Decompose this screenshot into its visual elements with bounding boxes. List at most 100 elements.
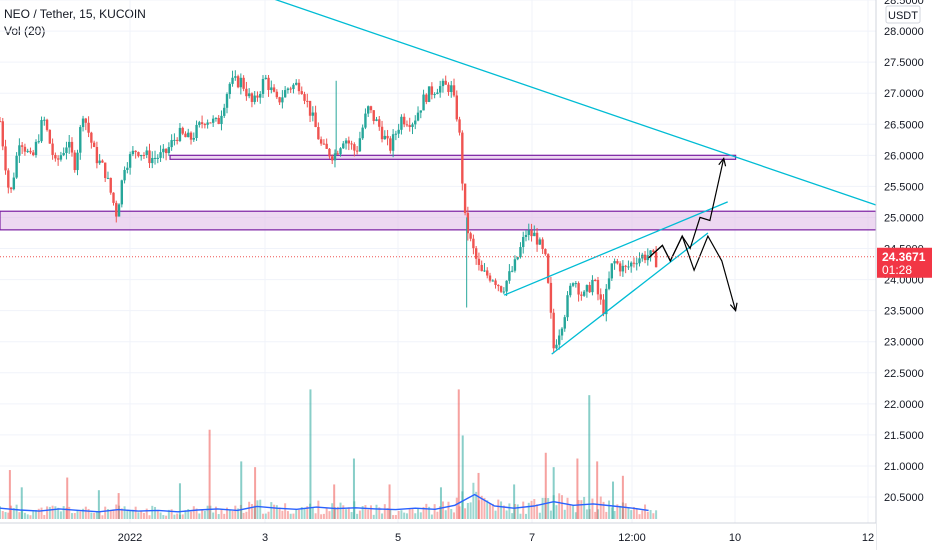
time-axis[interactable]: 2022 3 5 7 12:00 10 12 bbox=[0, 522, 876, 550]
volume-bar bbox=[441, 501, 444, 519]
volume-bar bbox=[12, 508, 15, 519]
volume-bar bbox=[68, 506, 71, 519]
candle-body bbox=[339, 148, 342, 155]
candle-body bbox=[472, 238, 475, 249]
volume-bar bbox=[428, 506, 431, 519]
volume-bar bbox=[284, 503, 287, 519]
volume-bar bbox=[417, 507, 420, 519]
candle-body bbox=[264, 77, 267, 79]
volume-bar bbox=[120, 508, 123, 519]
volume-bar bbox=[392, 515, 395, 519]
candle-body bbox=[20, 145, 24, 147]
candle-body bbox=[15, 155, 18, 178]
candle-body bbox=[286, 88, 290, 91]
candle-body bbox=[480, 264, 483, 272]
candle-body bbox=[322, 143, 326, 145]
candle-body bbox=[582, 291, 586, 296]
candle-body bbox=[469, 233, 472, 239]
volume-bar bbox=[486, 500, 489, 519]
volume-bar bbox=[585, 509, 588, 519]
volume-bar bbox=[226, 507, 229, 519]
volume-bar bbox=[256, 500, 259, 519]
candle-body bbox=[151, 157, 154, 164]
volume-spike bbox=[66, 477, 69, 519]
volume-bar bbox=[198, 513, 201, 519]
candle-body bbox=[436, 92, 439, 95]
candle-body bbox=[613, 261, 616, 264]
volume-spike bbox=[513, 484, 516, 519]
candle-body bbox=[134, 150, 137, 153]
volume-bar bbox=[1, 511, 4, 519]
volume-bar bbox=[48, 506, 51, 519]
volume-bar bbox=[422, 506, 425, 519]
volume-bar bbox=[630, 510, 633, 519]
candle-body bbox=[253, 95, 256, 102]
candle-body bbox=[101, 160, 104, 163]
support-resistance-zones[interactable] bbox=[0, 154, 877, 231]
volume-bar bbox=[364, 505, 367, 519]
symbol-title[interactable]: NEO / Tether, 15, KUCOIN bbox=[4, 7, 146, 21]
candle-body bbox=[131, 150, 135, 155]
candle-body bbox=[366, 106, 370, 114]
volume-bar bbox=[15, 504, 18, 519]
candle-body bbox=[123, 169, 126, 181]
volume-bar bbox=[62, 506, 65, 519]
candle-body bbox=[450, 85, 453, 93]
volume-bar bbox=[325, 508, 328, 519]
candle-body bbox=[425, 94, 428, 102]
volume-bar bbox=[635, 508, 638, 519]
volume-bar bbox=[214, 506, 217, 519]
volume-spike bbox=[240, 461, 243, 519]
volume-bar bbox=[494, 510, 497, 519]
volume-bar bbox=[361, 506, 364, 519]
candle-body bbox=[372, 110, 375, 121]
volume-spike bbox=[388, 484, 391, 519]
candle-body bbox=[148, 150, 151, 164]
candle-body bbox=[245, 88, 248, 97]
candle-body bbox=[331, 156, 334, 161]
candle-body bbox=[474, 248, 478, 259]
price-zone bbox=[169, 154, 737, 160]
time-tick-label: 10 bbox=[729, 532, 741, 544]
volume-bar bbox=[652, 513, 655, 519]
candle-body bbox=[541, 239, 544, 250]
volume-bar bbox=[522, 501, 525, 519]
price-tick-label: 28.0000 bbox=[884, 26, 924, 38]
currency-label: USDT bbox=[888, 10, 918, 22]
candle-body bbox=[319, 139, 323, 144]
candle-body bbox=[159, 152, 162, 158]
candle-body bbox=[223, 107, 226, 116]
volume-bar bbox=[511, 513, 514, 519]
grid bbox=[0, 0, 876, 523]
candle-body bbox=[546, 254, 550, 283]
volume-bar bbox=[322, 513, 325, 519]
candle-body bbox=[477, 258, 481, 265]
candle-body bbox=[84, 118, 88, 123]
time-tick-label: 7 bbox=[529, 532, 535, 544]
candle-body bbox=[621, 265, 625, 272]
time-axis-bg bbox=[0, 523, 876, 550]
volume-spike bbox=[97, 490, 100, 519]
time-tick-label: 3 bbox=[262, 532, 268, 544]
candle-body bbox=[70, 141, 74, 153]
candle-body bbox=[408, 125, 411, 127]
volume-bar bbox=[386, 508, 389, 519]
projection-arrows[interactable] bbox=[648, 157, 738, 312]
trendlines[interactable] bbox=[231, 0, 877, 355]
candle-body bbox=[342, 143, 345, 149]
candle-body bbox=[402, 116, 406, 125]
volume-bar bbox=[101, 515, 104, 519]
candle-body bbox=[654, 251, 658, 268]
candle-body bbox=[510, 270, 514, 272]
volume-spike bbox=[461, 435, 464, 519]
candle-body bbox=[270, 87, 273, 91]
volume-bar bbox=[577, 500, 580, 519]
volume-bar bbox=[516, 504, 519, 519]
projection-arrowhead bbox=[718, 157, 727, 167]
candle-body bbox=[524, 234, 528, 237]
candle-body bbox=[555, 344, 558, 349]
candle-body bbox=[65, 147, 68, 154]
candle-body bbox=[577, 283, 580, 295]
volume-bar bbox=[57, 507, 60, 519]
